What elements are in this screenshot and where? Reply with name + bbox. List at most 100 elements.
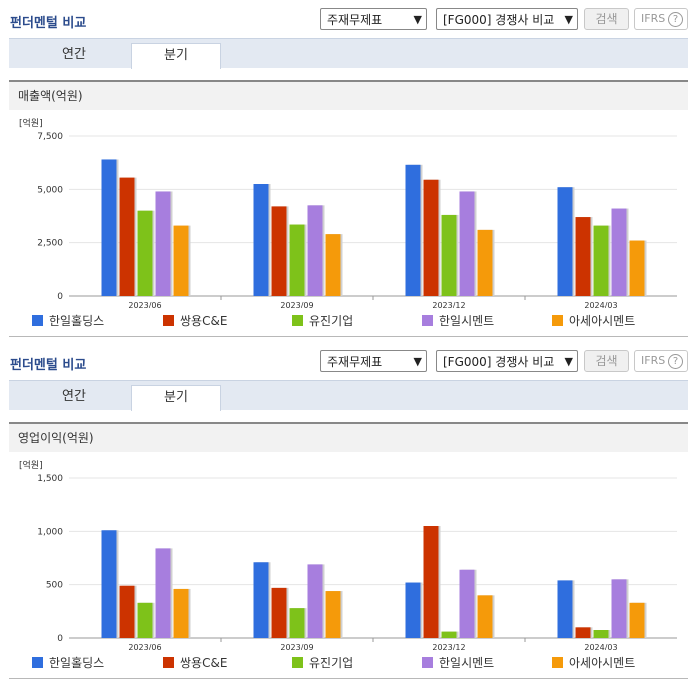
y-tick-label: 2,500 xyxy=(37,239,63,249)
bar[interactable] xyxy=(557,187,573,296)
legend-item[interactable]: 아세아시멘트 xyxy=(552,654,635,671)
y-tick-label: 1,500 xyxy=(37,474,63,484)
legend-item[interactable]: 아세아시멘트 xyxy=(552,312,635,329)
bar[interactable] xyxy=(629,240,645,296)
bar[interactable] xyxy=(423,179,439,296)
legend-label: 쌍용C&E xyxy=(180,656,228,670)
period-tabs: 연간 분기 xyxy=(9,38,688,69)
help-icon[interactable]: ? xyxy=(668,354,683,369)
search-button[interactable]: 검색 xyxy=(584,350,629,372)
metric-title: 영업이익(억원) xyxy=(9,422,688,452)
revenue-chart: [억원] 0 2,500 5,000 7,500 2023/06 2023/09 2023/1… xyxy=(19,117,677,308)
x-tick-label: 2023/09 xyxy=(280,643,313,650)
legend-item[interactable]: 한일시멘트 xyxy=(422,654,494,671)
bar[interactable] xyxy=(307,205,323,296)
legend-item[interactable]: 쌍용C&E xyxy=(163,654,227,671)
legend-item[interactable]: 쌍용C&E xyxy=(163,312,227,329)
panel-title: 펀더멘털 비교 xyxy=(10,16,87,31)
legend-item[interactable]: 한일홀딩스 xyxy=(32,654,104,671)
bar[interactable] xyxy=(459,191,475,296)
legend-swatch xyxy=(163,657,174,668)
legend-item[interactable]: 한일홀딩스 xyxy=(32,312,104,329)
bar[interactable] xyxy=(119,585,135,638)
legend-label: 유진기업 xyxy=(309,656,354,670)
x-tick-label: 2024/03 xyxy=(584,643,617,650)
y-tick-label: 0 xyxy=(57,292,63,302)
bar[interactable] xyxy=(405,582,421,638)
bar[interactable] xyxy=(441,214,457,296)
bar[interactable] xyxy=(477,595,493,638)
bar[interactable] xyxy=(477,229,493,296)
bar[interactable] xyxy=(325,591,341,638)
x-tick-label: 2023/06 xyxy=(128,301,161,308)
bar[interactable] xyxy=(593,225,609,296)
bar[interactable] xyxy=(289,224,305,296)
bar[interactable] xyxy=(611,208,627,296)
bar[interactable] xyxy=(289,608,305,638)
bar[interactable] xyxy=(423,526,439,638)
tab-annual[interactable]: 연간 xyxy=(62,47,86,62)
help-icon[interactable]: ? xyxy=(668,12,683,27)
bar[interactable] xyxy=(155,548,171,638)
x-tick-label: 2023/09 xyxy=(280,301,313,308)
tab-annual[interactable]: 연간 xyxy=(62,389,86,404)
tab-quarterly[interactable]: 분기 xyxy=(131,43,221,69)
ifrs-button[interactable]: IFRS ? xyxy=(634,350,688,372)
legend-swatch xyxy=(292,315,303,326)
y-tick-label: 500 xyxy=(46,581,63,591)
divider xyxy=(9,336,688,337)
bar[interactable] xyxy=(173,225,189,296)
legend-label: 한일시멘트 xyxy=(439,656,495,670)
tab-quarterly[interactable]: 분기 xyxy=(131,385,221,411)
bar[interactable] xyxy=(271,206,287,296)
bar[interactable] xyxy=(271,587,287,638)
bar[interactable] xyxy=(173,588,189,638)
legend-label: 한일시멘트 xyxy=(439,314,495,328)
peer-group-value: [FG000] 경쟁사 비교 xyxy=(443,13,555,27)
legend-label: 한일홀딩스 xyxy=(49,314,105,328)
legend-label: 유진기업 xyxy=(309,314,354,328)
bar[interactable] xyxy=(629,602,645,638)
legend-item[interactable]: 유진기업 xyxy=(292,654,353,671)
statement-type-value: 주재무제표 xyxy=(327,13,383,27)
legend-swatch xyxy=(422,315,433,326)
search-button[interactable]: 검색 xyxy=(584,8,629,30)
fundamental-panel-revenue: 펀더멘털 비교 주재무제표 ▼ [FG000] 경쟁사 비교 ▼ 검색 IFRS… xyxy=(9,8,688,337)
bar[interactable] xyxy=(575,217,591,296)
chevron-down-icon: ▼ xyxy=(564,13,573,26)
y-unit-label: [억원] xyxy=(19,459,43,471)
bar[interactable] xyxy=(253,562,269,638)
bar[interactable] xyxy=(137,210,153,296)
bar[interactable] xyxy=(119,177,135,296)
bar[interactable] xyxy=(307,564,323,638)
bar[interactable] xyxy=(557,580,573,638)
bar[interactable] xyxy=(101,530,117,638)
bar[interactable] xyxy=(593,630,609,638)
chevron-down-icon: ▼ xyxy=(413,13,422,26)
fundamental-panel-operating-profit: 펀더멘털 비교 주재무제표 ▼ [FG000] 경쟁사 비교 ▼ 검색 IFRS… xyxy=(0,342,696,684)
statement-type-select[interactable]: 주재무제표 ▼ xyxy=(320,8,427,30)
bar[interactable] xyxy=(101,159,117,296)
bar[interactable] xyxy=(405,164,421,296)
peer-group-select[interactable]: [FG000] 경쟁사 비교 ▼ xyxy=(436,8,578,30)
legend-item[interactable]: 한일시멘트 xyxy=(422,312,494,329)
panel-title: 펀더멘털 비교 xyxy=(10,358,87,373)
bar[interactable] xyxy=(611,579,627,638)
bar[interactable] xyxy=(137,602,153,638)
legend-item[interactable]: 유진기업 xyxy=(292,312,353,329)
chevron-down-icon: ▼ xyxy=(564,355,573,368)
bar[interactable] xyxy=(253,184,269,296)
statement-type-select[interactable]: 주재무제표 ▼ xyxy=(320,350,427,372)
peer-group-select[interactable]: [FG000] 경쟁사 비교 ▼ xyxy=(436,350,578,372)
y-tick-label: 0 xyxy=(57,634,63,644)
ifrs-button[interactable]: IFRS ? xyxy=(634,8,688,30)
legend-label: 아세아시멘트 xyxy=(569,314,636,328)
x-tick-label: 2023/12 xyxy=(432,301,465,308)
bar[interactable] xyxy=(441,631,457,638)
bar[interactable] xyxy=(155,191,171,296)
bar[interactable] xyxy=(325,234,341,296)
y-tick-label: 5,000 xyxy=(37,185,63,195)
bar[interactable] xyxy=(575,627,591,638)
bar[interactable] xyxy=(459,569,475,638)
y-tick-label: 7,500 xyxy=(37,132,63,142)
